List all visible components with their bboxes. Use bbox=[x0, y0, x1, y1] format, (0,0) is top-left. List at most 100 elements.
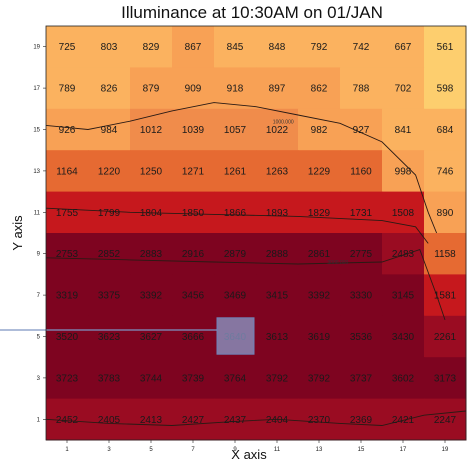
heatmap-cell bbox=[298, 191, 341, 234]
heatmap-cell bbox=[88, 26, 131, 68]
cell-value-label: 2369 bbox=[350, 415, 373, 426]
cell-value-label: 897 bbox=[269, 84, 286, 95]
cell-value-label: 788 bbox=[353, 84, 370, 95]
cell-value-label: 2413 bbox=[140, 415, 163, 426]
heatmap-cell bbox=[214, 26, 257, 68]
cell-value-labels: 725 803 829 867 845 848 792 742 667 561 789 826 879 9… bbox=[56, 42, 457, 426]
heatmap-cell bbox=[298, 315, 341, 358]
y-tick-label: 5 bbox=[37, 335, 41, 341]
heatmap-cell bbox=[256, 233, 299, 275]
heatmap-cell bbox=[172, 26, 215, 68]
cell-value-label: 1250 bbox=[140, 166, 163, 177]
cell-value-label: 3392 bbox=[308, 291, 331, 302]
x-axis-label: X axis bbox=[231, 447, 267, 462]
heatmap-cell bbox=[382, 398, 425, 441]
cell-value-label: 3744 bbox=[140, 373, 163, 384]
cell-value-label: 2861 bbox=[308, 249, 331, 260]
x-tick-label: 13 bbox=[316, 447, 323, 453]
heatmap-cell bbox=[382, 315, 425, 358]
cell-value-label: 742 bbox=[353, 42, 370, 53]
heatmap-cell bbox=[214, 108, 257, 151]
heatmap-cell bbox=[172, 191, 215, 234]
heatmap-cell bbox=[214, 274, 257, 317]
cell-value-label: 3430 bbox=[392, 332, 415, 343]
heatmap-cell bbox=[130, 398, 173, 441]
cell-value-label: 2883 bbox=[140, 249, 163, 260]
cell-value-label: 3764 bbox=[224, 373, 247, 384]
heatmap-cell bbox=[172, 315, 215, 358]
cell-value-label: 3737 bbox=[350, 373, 373, 384]
y-tick-label: 19 bbox=[33, 45, 40, 51]
cell-value-label: 3602 bbox=[392, 373, 415, 384]
heatmap-cell bbox=[88, 67, 131, 110]
cell-value-label: 2452 bbox=[56, 415, 79, 426]
cell-value-label: 3613 bbox=[266, 332, 289, 343]
cell-value-label: 1039 bbox=[182, 125, 205, 136]
heatmap-cell bbox=[382, 233, 425, 275]
cell-value-label: 926 bbox=[59, 125, 76, 136]
heatmap-cell bbox=[214, 150, 257, 193]
heatmap-cell bbox=[46, 67, 89, 110]
heatmap-cell bbox=[256, 357, 299, 400]
heatmap-cell bbox=[130, 67, 173, 110]
cell-value-label: 3536 bbox=[350, 332, 373, 343]
cell-value-label: 848 bbox=[269, 42, 286, 53]
heatmap-cell bbox=[214, 357, 257, 400]
heatmap-cell bbox=[340, 274, 383, 317]
heatmap-cell bbox=[88, 233, 131, 275]
cell-value-label: 3173 bbox=[434, 373, 457, 384]
cell-value-label: 1057 bbox=[224, 125, 247, 136]
heatmap-cell bbox=[298, 108, 341, 151]
cell-value-label: 3375 bbox=[98, 291, 121, 302]
cell-value-label: 792 bbox=[311, 42, 328, 53]
contour-line-2000 bbox=[45, 207, 429, 244]
cell-value-label: 2888 bbox=[266, 249, 289, 260]
heatmap-cell bbox=[298, 150, 341, 193]
cell-value-label: 867 bbox=[185, 42, 202, 53]
heatmap-cell bbox=[130, 315, 173, 358]
cell-value-label: 1271 bbox=[182, 166, 205, 177]
heatmap-cell bbox=[382, 108, 425, 151]
cell-value-label: 598 bbox=[437, 84, 454, 95]
heatmap-cell bbox=[214, 233, 257, 275]
cell-value-label: 2437 bbox=[224, 415, 247, 426]
cell-value-label: 1158 bbox=[434, 249, 456, 260]
y-tick-label: 13 bbox=[33, 169, 40, 175]
cell-value-label: 3330 bbox=[350, 291, 373, 302]
heatmap-cell bbox=[340, 67, 383, 110]
cell-value-label: 803 bbox=[101, 42, 118, 53]
heatmap-cell bbox=[382, 67, 425, 110]
x-tick-label: 17 bbox=[400, 447, 407, 453]
cell-value-label: 829 bbox=[143, 42, 160, 53]
heatmap-cell bbox=[298, 67, 341, 110]
cell-value-label: 2247 bbox=[434, 415, 457, 426]
x-axis-ticks: 1 3 5 7 9 11 13 15 17 19 bbox=[65, 440, 449, 453]
heatmap-cell bbox=[46, 108, 89, 151]
cell-value-label: 1799 bbox=[98, 208, 121, 219]
x-tick-label: 19 bbox=[442, 447, 449, 453]
heatmap-cell bbox=[88, 357, 131, 400]
heatmap-cell bbox=[298, 26, 341, 68]
cell-value-label: 3145 bbox=[392, 291, 415, 302]
x-tick-label: 11 bbox=[274, 447, 281, 453]
cell-value-label: 3456 bbox=[182, 291, 205, 302]
cell-value-label: 2261 bbox=[434, 332, 457, 343]
heatmap-cell bbox=[424, 357, 467, 400]
cell-value-label: 3520 bbox=[56, 332, 79, 343]
heatmap-cell bbox=[382, 26, 425, 68]
cell-value-label: 3627 bbox=[140, 332, 163, 343]
heatmap-cell bbox=[340, 108, 383, 151]
heatmap-cell bbox=[130, 274, 173, 317]
cell-value-label: 1261 bbox=[224, 166, 247, 177]
heatmap-cell bbox=[88, 398, 131, 441]
cell-value-label: 1829 bbox=[308, 208, 331, 219]
heatmap-cell bbox=[340, 398, 383, 441]
heatmap-cell bbox=[214, 191, 257, 234]
heatmap-cell bbox=[172, 398, 215, 441]
cell-value-label: 3623 bbox=[98, 332, 121, 343]
cell-value-label: 1804 bbox=[140, 208, 163, 219]
heatmap-cell bbox=[424, 398, 467, 441]
cell-value-label: 1164 bbox=[56, 166, 78, 177]
y-axis-label: Y axis bbox=[10, 215, 25, 251]
x-tick-label: 5 bbox=[149, 447, 153, 453]
